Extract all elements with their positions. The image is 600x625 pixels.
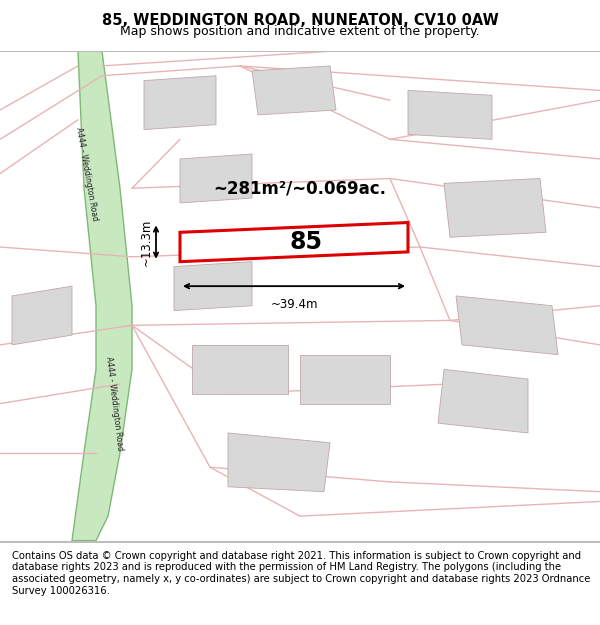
Polygon shape	[300, 354, 390, 404]
Text: Map shows position and indicative extent of the property.: Map shows position and indicative extent…	[120, 26, 480, 39]
Polygon shape	[144, 76, 216, 129]
Text: 85: 85	[290, 230, 323, 254]
Polygon shape	[12, 286, 72, 345]
Text: A444 - Weddington Road: A444 - Weddington Road	[104, 356, 124, 451]
Text: 85, WEDDINGTON ROAD, NUNEATON, CV10 0AW: 85, WEDDINGTON ROAD, NUNEATON, CV10 0AW	[101, 12, 499, 28]
Polygon shape	[180, 154, 252, 203]
Text: ~281m²/~0.069ac.: ~281m²/~0.069ac.	[214, 179, 386, 198]
Polygon shape	[408, 91, 492, 139]
Polygon shape	[72, 51, 132, 541]
Text: ~39.4m: ~39.4m	[270, 298, 318, 311]
Polygon shape	[252, 66, 336, 115]
Polygon shape	[438, 369, 528, 433]
Text: A444 - Weddington Road: A444 - Weddington Road	[74, 126, 100, 221]
Text: ~13.3m: ~13.3m	[140, 218, 153, 266]
Polygon shape	[444, 179, 546, 238]
Polygon shape	[174, 262, 252, 311]
Text: Contains OS data © Crown copyright and database right 2021. This information is : Contains OS data © Crown copyright and d…	[12, 551, 590, 596]
Polygon shape	[180, 222, 408, 262]
Polygon shape	[228, 433, 330, 492]
Polygon shape	[456, 296, 558, 354]
Polygon shape	[192, 345, 288, 394]
